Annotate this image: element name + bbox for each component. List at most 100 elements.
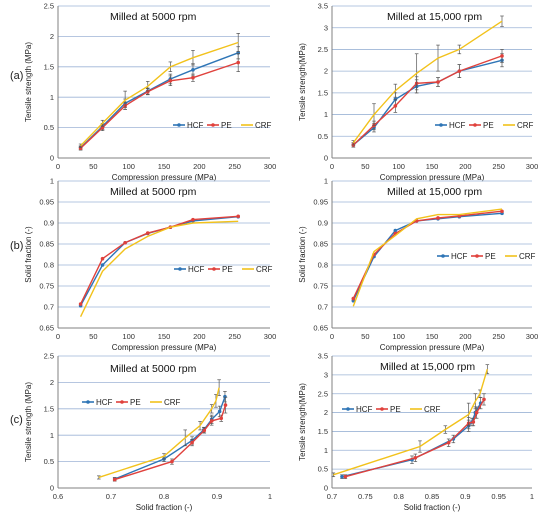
chart-a-right: 0 50 100 150 200 250 300 0 0.5 1 1.5 2 2.5 3 3.5 Compre… <box>298 2 538 182</box>
legend-marker <box>212 267 216 271</box>
legend-marker <box>475 254 479 258</box>
legend-entry: PE <box>221 121 232 130</box>
legend-entry: PE <box>483 121 494 130</box>
data-point <box>202 428 207 433</box>
y-tick-label: 2 <box>324 67 328 76</box>
y-tick-label: 0 <box>324 154 328 163</box>
x-tick-label: 0.6 <box>53 492 63 501</box>
x-tick-label: 100 <box>392 332 405 341</box>
series-crf <box>97 379 221 480</box>
y-tick-label: 1 <box>324 446 328 455</box>
series-crf <box>79 220 239 318</box>
legend-marker <box>178 267 182 271</box>
data-point <box>436 216 440 220</box>
legend-entry: PE <box>390 405 401 414</box>
data-point <box>457 69 462 73</box>
data-point <box>145 231 150 235</box>
data-point <box>436 80 440 84</box>
data-point <box>78 302 83 306</box>
x-axis-label: Compression pressure (MPa) <box>380 343 485 352</box>
x-tick-label: 0.9 <box>212 492 222 501</box>
data-point <box>209 419 214 423</box>
y-tick-label: 0.75 <box>313 282 328 291</box>
series-pe <box>112 396 228 482</box>
y-axis-label: Tensile strength (MPa) <box>24 382 33 462</box>
chart-title: Milled at 5000 rpm <box>110 363 197 375</box>
y-tick-label: 0 <box>50 484 54 493</box>
data-point <box>340 474 344 479</box>
series-line <box>352 208 503 307</box>
x-tick-label: 0.7 <box>327 492 337 501</box>
y-tick-label: 0.9 <box>318 219 328 228</box>
x-tick-label: 250 <box>228 162 241 171</box>
data-point <box>236 60 240 65</box>
series-crf <box>352 208 503 307</box>
y-tick-label: 0.7 <box>44 303 54 312</box>
x-tick-label: 0 <box>56 332 60 341</box>
x-tick-label: 0 <box>330 332 334 341</box>
x-axis-label: Solid fraction (-) <box>136 503 193 512</box>
x-tick-label: 100 <box>122 162 135 171</box>
data-point <box>446 440 451 445</box>
x-axis-label: Solid fraction (-) <box>404 503 461 512</box>
series-crf <box>351 15 504 146</box>
data-point <box>191 68 195 72</box>
data-point <box>168 78 173 83</box>
y-tick-label: 0.9 <box>44 219 54 228</box>
x-tick-label: 250 <box>492 332 505 341</box>
x-axis-label: Compression pressure (MPa) <box>112 173 217 182</box>
chart-a-left: 0 50 100 150 200 250 300 0 0.5 1 1.5 2 2.5 Compressio… <box>24 2 276 182</box>
x-tick-label: 250 <box>492 162 505 171</box>
x-tick-label: 0.8 <box>159 492 169 501</box>
y-tick-label: 0.5 <box>44 457 54 466</box>
y-axis-label: Tensile strength (MPa) <box>24 42 33 122</box>
y-tick-label: 1 <box>50 93 54 102</box>
legend-marker <box>439 123 443 127</box>
x-tick-label: 1 <box>268 492 272 501</box>
legend-entry: PE <box>222 265 233 274</box>
x-tick-label: 0.75 <box>358 492 373 501</box>
x-tick-label: 0.7 <box>106 492 116 501</box>
x-tick-label: 1 <box>530 492 534 501</box>
data-point <box>474 410 479 415</box>
series-hcf <box>351 211 504 303</box>
data-point <box>393 104 398 108</box>
x-axis-label: Compression pressure (MPa) <box>112 343 217 352</box>
series-pe <box>78 53 240 151</box>
x-tick-label: 100 <box>392 162 405 171</box>
legend-entry: CRF <box>517 121 534 130</box>
y-tick-label: 3 <box>324 370 328 379</box>
y-axis-label: Tensile strength(MPa) <box>298 43 307 121</box>
data-point <box>191 217 195 222</box>
data-point <box>219 416 224 421</box>
legend-entry: CRF <box>519 252 536 261</box>
y-tick-label: 0.5 <box>318 132 328 141</box>
data-point <box>100 256 105 261</box>
y-tick-label: 1.5 <box>44 404 54 413</box>
legend-marker <box>120 400 124 404</box>
x-tick-label: 150 <box>158 162 171 171</box>
y-tick-label: 2 <box>324 408 328 417</box>
legend-entry: PE <box>485 252 496 261</box>
x-tick-label: 200 <box>459 162 472 171</box>
chart-c-left: 0.6 0.7 0.8 0.9 1 0 0.5 1 1.5 2 2.5 Solid fraction … <box>24 352 272 512</box>
legend-entry: CRF <box>424 405 441 414</box>
legend-entry: CRF <box>255 121 272 130</box>
x-tick-label: 50 <box>361 162 369 171</box>
x-tick-label: 0.9 <box>460 492 470 501</box>
y-tick-label: 1.5 <box>44 62 54 71</box>
legend-entry: CRF <box>164 398 181 407</box>
x-tick-label: 100 <box>122 332 135 341</box>
series-line <box>352 59 503 146</box>
y-axis-label: Solid fraction (-) <box>24 226 33 283</box>
data-point <box>112 477 117 482</box>
data-point <box>217 409 222 414</box>
x-tick-label: 200 <box>459 332 472 341</box>
data-point <box>351 296 356 301</box>
x-tick-label: 300 <box>264 162 277 171</box>
y-tick-label: 0.85 <box>39 240 54 249</box>
data-point <box>123 240 127 245</box>
y-tick-label: 0.95 <box>313 198 328 207</box>
series-line <box>114 404 227 481</box>
y-tick-label: 0.5 <box>44 123 54 132</box>
